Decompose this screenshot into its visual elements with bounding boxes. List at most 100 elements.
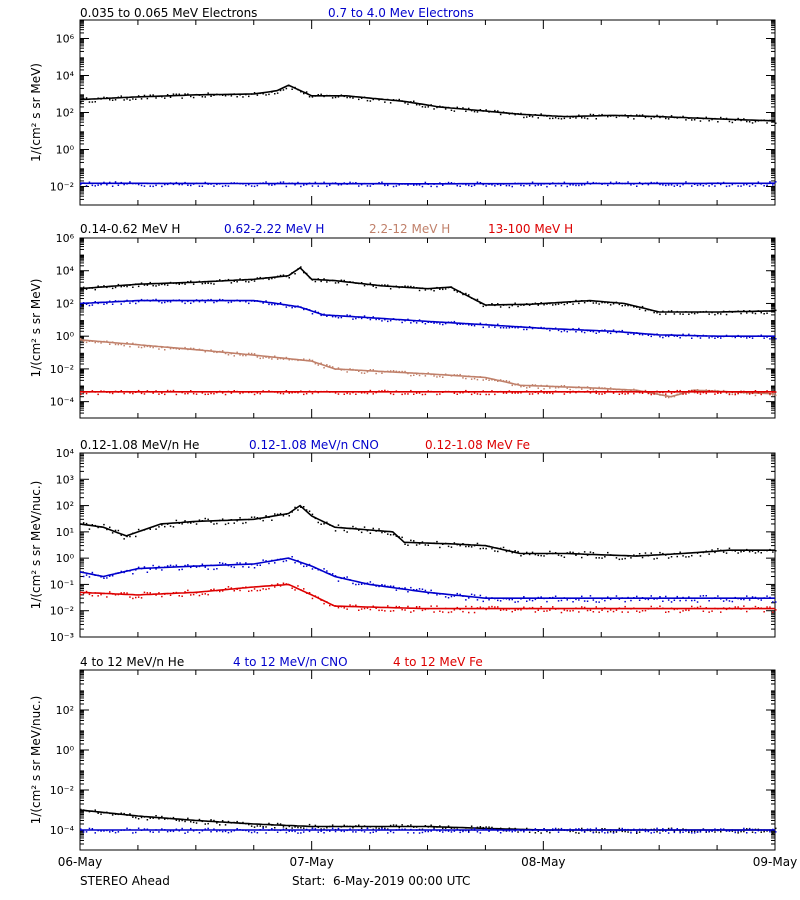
data-point bbox=[248, 352, 250, 355]
data-point bbox=[699, 555, 702, 557]
data-point bbox=[581, 388, 583, 390]
data-point bbox=[274, 303, 276, 306]
data-point bbox=[450, 182, 453, 184]
data-point bbox=[276, 275, 279, 278]
data-point bbox=[688, 333, 690, 336]
data-point bbox=[395, 370, 398, 373]
data-point bbox=[473, 392, 476, 394]
data-point bbox=[520, 609, 522, 611]
data-point bbox=[392, 824, 395, 826]
data-point bbox=[320, 280, 322, 283]
data-point bbox=[511, 831, 513, 833]
data-point bbox=[630, 832, 632, 834]
data-point bbox=[740, 830, 742, 833]
data-point bbox=[418, 392, 421, 394]
data-point bbox=[195, 822, 198, 824]
data-point bbox=[155, 594, 157, 596]
data-point bbox=[462, 392, 464, 394]
data-point bbox=[94, 288, 96, 291]
data-point bbox=[323, 278, 325, 280]
data-point bbox=[624, 557, 626, 560]
data-point bbox=[227, 93, 230, 96]
data-point bbox=[430, 824, 432, 826]
data-point bbox=[514, 550, 516, 552]
data-point bbox=[135, 98, 137, 100]
data-point bbox=[488, 304, 490, 306]
data-point bbox=[624, 605, 626, 608]
data-point bbox=[433, 322, 435, 324]
data-point bbox=[665, 184, 667, 187]
data-point bbox=[624, 331, 626, 334]
data-point bbox=[615, 831, 618, 833]
data-point bbox=[670, 556, 673, 558]
data-point bbox=[305, 359, 308, 362]
data-point bbox=[743, 605, 745, 607]
data-point bbox=[763, 337, 765, 339]
data-point bbox=[120, 829, 122, 831]
data-point bbox=[207, 393, 209, 395]
data-point bbox=[288, 584, 290, 586]
data-point bbox=[256, 825, 259, 827]
data-point bbox=[479, 832, 482, 834]
data-point bbox=[581, 556, 583, 559]
data-point bbox=[129, 570, 131, 572]
data-point bbox=[546, 829, 548, 832]
data-point bbox=[340, 606, 343, 608]
data-point bbox=[743, 598, 745, 601]
data-point bbox=[647, 183, 650, 186]
data-point bbox=[775, 609, 777, 611]
data-point bbox=[624, 828, 626, 831]
data-point bbox=[410, 101, 412, 103]
data-point bbox=[693, 119, 696, 121]
data-point bbox=[450, 827, 453, 829]
data-point bbox=[696, 389, 699, 391]
data-point bbox=[392, 831, 395, 834]
data-point bbox=[271, 184, 273, 186]
data-point bbox=[245, 184, 247, 187]
data-point bbox=[227, 586, 230, 588]
data-point bbox=[137, 285, 140, 288]
data-point bbox=[468, 545, 470, 548]
data-point bbox=[473, 325, 476, 327]
data-point bbox=[375, 830, 377, 833]
data-point bbox=[766, 829, 768, 832]
data-point bbox=[236, 520, 238, 522]
data-point bbox=[537, 327, 539, 329]
data-point bbox=[708, 389, 710, 392]
data-point bbox=[624, 182, 626, 185]
data-point bbox=[265, 277, 267, 279]
data-point bbox=[447, 830, 450, 832]
data-point bbox=[442, 106, 444, 108]
data-point bbox=[476, 378, 479, 381]
data-point bbox=[343, 95, 345, 98]
data-point bbox=[88, 101, 91, 103]
data-point bbox=[688, 609, 690, 612]
data-point bbox=[528, 304, 531, 306]
data-point bbox=[279, 558, 282, 560]
data-point bbox=[633, 554, 635, 556]
data-point bbox=[436, 393, 438, 396]
data-point bbox=[94, 391, 96, 393]
data-point bbox=[569, 329, 571, 331]
data-point bbox=[358, 529, 360, 531]
data-point bbox=[100, 183, 102, 186]
data-point bbox=[636, 390, 638, 393]
data-point bbox=[540, 832, 542, 834]
data-point bbox=[355, 583, 357, 586]
data-point bbox=[213, 185, 215, 187]
data-point bbox=[494, 828, 496, 831]
data-point bbox=[534, 553, 537, 556]
data-point bbox=[407, 103, 409, 105]
data-point bbox=[372, 183, 374, 185]
data-point bbox=[82, 522, 85, 524]
data-point bbox=[482, 110, 484, 112]
data-point bbox=[592, 302, 595, 304]
data-point bbox=[384, 584, 386, 587]
data-point bbox=[743, 335, 745, 338]
data-point bbox=[760, 829, 762, 831]
data-point bbox=[259, 182, 261, 185]
data-point bbox=[140, 392, 143, 395]
data-point bbox=[676, 608, 678, 610]
data-point bbox=[436, 106, 438, 109]
data-point bbox=[320, 182, 322, 185]
